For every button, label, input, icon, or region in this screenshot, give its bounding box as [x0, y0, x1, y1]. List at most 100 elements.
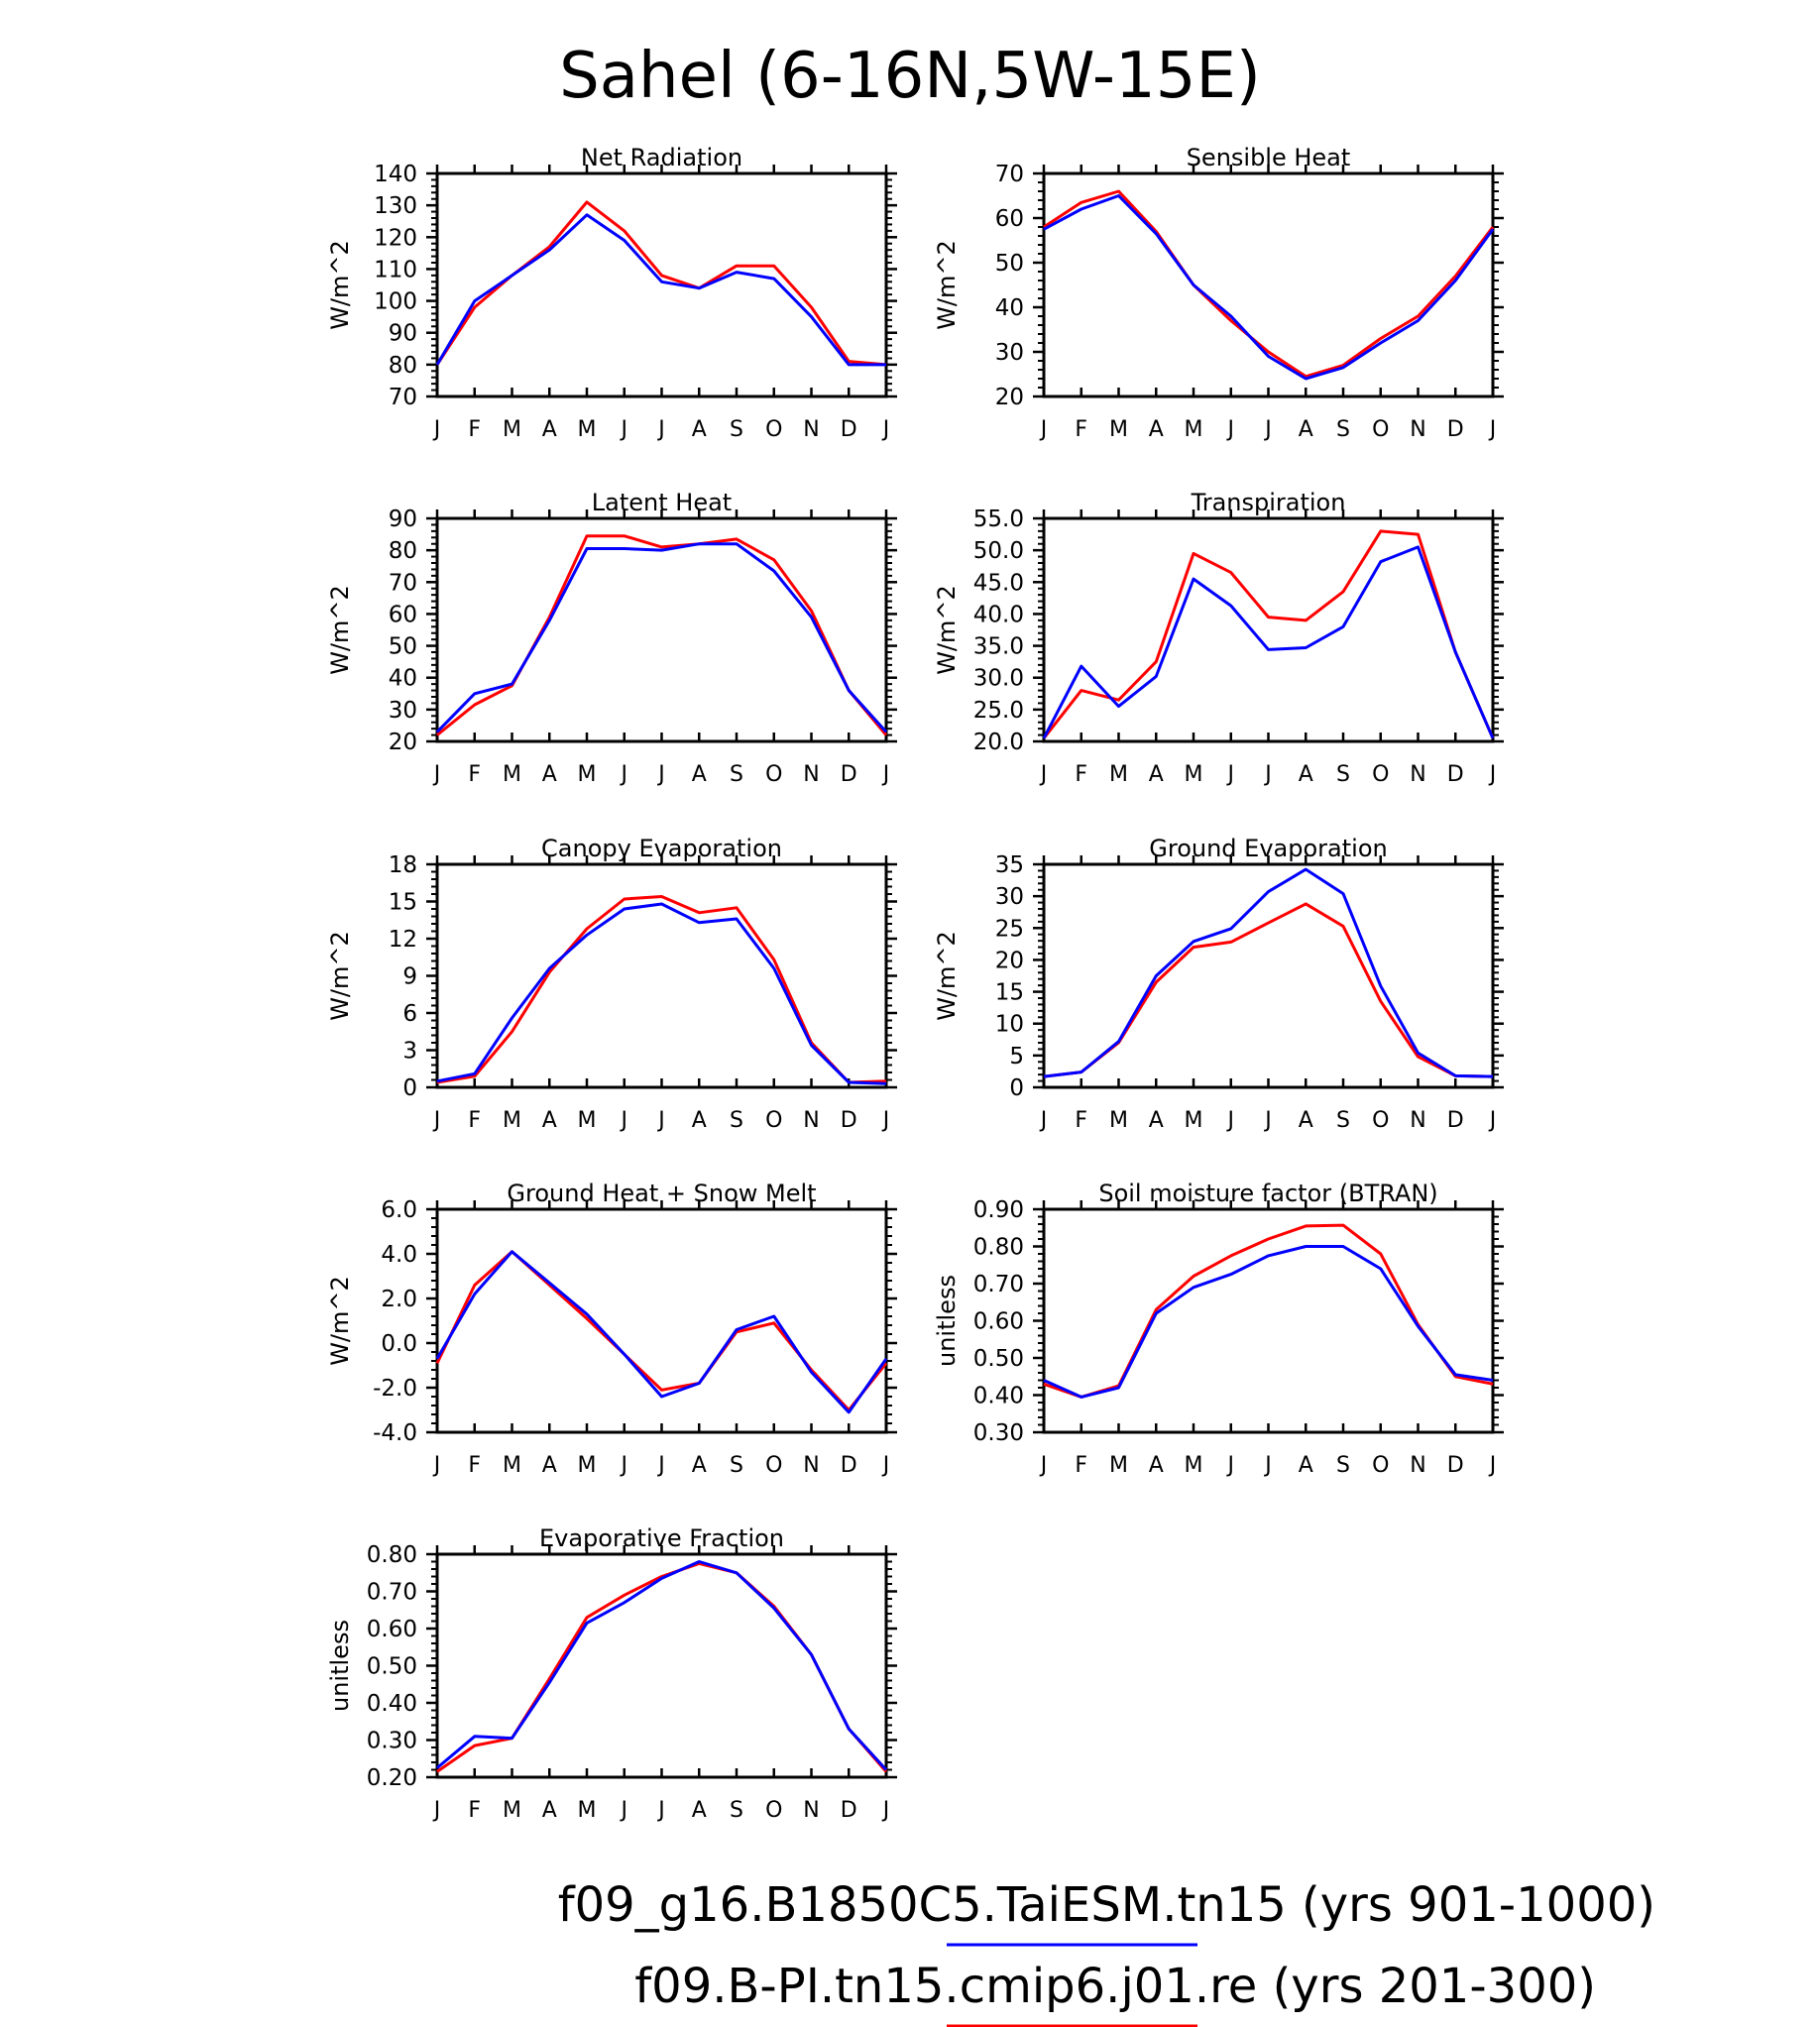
- x-tick-label: A: [542, 1453, 557, 1478]
- x-tick-label: J: [656, 1453, 665, 1478]
- legend-label-1: f09_g16.B1850C5.TaiESM.tn15 (yrs 901-100…: [558, 1877, 1655, 1933]
- y-tick-label: 9: [402, 964, 417, 990]
- x-tick-label: J: [1226, 762, 1235, 787]
- series-line-1: [1042, 529, 1495, 739]
- x-tick-label: A: [692, 1798, 707, 1823]
- y-tick-label: 0.20: [367, 1765, 417, 1791]
- x-tick-label: D: [841, 417, 857, 442]
- x-tick-label: J: [1039, 762, 1048, 787]
- y-tick-label: 4.0: [381, 1242, 417, 1268]
- x-tick-label: S: [1336, 1108, 1350, 1133]
- x-tick-label: N: [803, 1798, 819, 1823]
- series-line-2: [1043, 867, 1494, 1078]
- x-tick-label: M: [503, 417, 521, 442]
- series-line-2: [435, 542, 888, 733]
- y-tick-label: 0.60: [973, 1309, 1024, 1335]
- x-tick-label: A: [1149, 1108, 1164, 1133]
- x-tick-label: A: [1299, 417, 1313, 442]
- x-tick-label: F: [468, 1453, 481, 1478]
- x-tick-label: N: [1410, 762, 1425, 787]
- y-axis-label: W/m^2: [933, 585, 961, 675]
- x-tick-label: A: [1149, 417, 1164, 442]
- y-tick-label: 0.90: [973, 1197, 1024, 1223]
- y-tick-label: 35.0: [973, 634, 1024, 660]
- x-tick-label: J: [881, 1108, 890, 1133]
- x-tick-label: J: [881, 762, 890, 787]
- x-tick-label: J: [1039, 1453, 1048, 1478]
- x-tick-label: J: [620, 1108, 628, 1133]
- series-line-1: [435, 1250, 888, 1411]
- x-tick-label: O: [1372, 1453, 1389, 1478]
- plot-frame: [1042, 171, 1495, 398]
- series-line-1: [435, 200, 887, 367]
- y-tick-label: -4.0: [373, 1420, 417, 1446]
- y-tick-label: 0.30: [973, 1420, 1024, 1446]
- x-tick-label: J: [620, 1453, 628, 1478]
- x-tick-label: M: [503, 1453, 521, 1478]
- y-tick-label: 30: [389, 698, 417, 724]
- y-tick-label: 50.0: [973, 538, 1024, 564]
- x-tick-label: A: [692, 762, 707, 787]
- y-tick-label: 0.50: [973, 1346, 1024, 1372]
- series-line-2: [1042, 545, 1495, 739]
- y-tick-label: 10: [995, 1012, 1024, 1038]
- x-tick-label: O: [765, 1798, 782, 1823]
- y-tick-label: 110: [374, 257, 417, 282]
- x-tick-label: J: [1226, 1453, 1235, 1478]
- x-tick-label: N: [803, 1108, 819, 1133]
- plot-frame: [435, 1207, 888, 1434]
- x-tick-label: A: [1149, 762, 1164, 787]
- x-tick-label: M: [1109, 1453, 1128, 1478]
- x-tick-label: D: [1447, 417, 1464, 442]
- x-tick-label: O: [1372, 1108, 1389, 1133]
- series-line-2: [435, 1250, 888, 1414]
- x-tick-label: A: [542, 1798, 557, 1823]
- x-tick-label: J: [432, 762, 441, 787]
- series-line-1: [1043, 902, 1494, 1078]
- x-tick-label: F: [1075, 417, 1087, 442]
- x-tick-label: J: [1226, 417, 1235, 442]
- x-tick-label: J: [881, 417, 890, 442]
- x-tick-label: O: [765, 762, 782, 787]
- x-tick-label: M: [1185, 1108, 1203, 1133]
- y-tick-label: 80: [389, 538, 417, 564]
- y-tick-label: 60: [995, 206, 1024, 232]
- y-tick-label: 20: [389, 730, 417, 755]
- x-tick-label: S: [1336, 417, 1350, 442]
- x-tick-label: J: [1263, 1453, 1272, 1478]
- series-line-1: [436, 534, 888, 736]
- series-line-2: [1043, 194, 1495, 381]
- x-tick-label: D: [1447, 1453, 1464, 1478]
- x-tick-label: M: [578, 1453, 597, 1478]
- x-tick-label: M: [578, 762, 597, 787]
- y-tick-label: 55.0: [973, 507, 1024, 532]
- x-tick-label: J: [1488, 417, 1497, 442]
- x-tick-label: M: [1109, 1108, 1128, 1133]
- x-tick-label: M: [1185, 417, 1203, 442]
- x-tick-label: D: [841, 762, 857, 787]
- y-tick-label: 6.0: [381, 1197, 417, 1223]
- x-tick-label: F: [468, 1798, 481, 1823]
- x-tick-label: J: [432, 1108, 441, 1133]
- y-axis-label: W/m^2: [326, 585, 354, 675]
- x-tick-label: M: [1109, 762, 1128, 787]
- y-tick-label: -2.0: [373, 1376, 417, 1402]
- legend-label-2: f09.B-PI.tn15.cmip6.j01.re (yrs 201-300): [634, 1959, 1596, 2014]
- x-tick-label: F: [468, 417, 481, 442]
- y-tick-label: 0.40: [367, 1691, 417, 1717]
- y-tick-label: 0.0: [381, 1331, 417, 1357]
- x-tick-label: S: [730, 762, 743, 787]
- plot-frame: [1042, 1207, 1495, 1434]
- x-tick-label: J: [432, 417, 441, 442]
- x-tick-label: J: [1488, 1453, 1497, 1478]
- y-tick-label: 0.70: [973, 1272, 1024, 1297]
- x-tick-label: M: [503, 1798, 521, 1823]
- x-tick-label: J: [620, 1798, 628, 1823]
- y-tick-label: 40: [389, 666, 417, 692]
